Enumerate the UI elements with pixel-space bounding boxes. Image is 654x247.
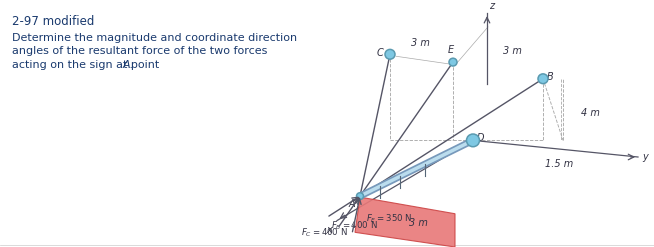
Text: $F_C = 400$ N: $F_C = 400$ N — [301, 226, 348, 239]
Polygon shape — [355, 197, 455, 247]
Text: $F_E = 350$ N: $F_E = 350$ N — [366, 212, 412, 225]
Text: A: A — [349, 199, 355, 209]
Text: A.: A. — [123, 60, 134, 70]
Circle shape — [466, 134, 479, 147]
Text: 1.5 m: 1.5 m — [545, 159, 574, 169]
Circle shape — [538, 74, 548, 84]
Text: 3 m: 3 m — [409, 218, 428, 228]
Text: 4 m: 4 m — [581, 108, 600, 118]
Text: y: y — [642, 152, 647, 162]
Text: B: B — [547, 72, 554, 82]
Text: $F_B = 400$ N: $F_B = 400$ N — [330, 220, 377, 232]
Text: 3 m: 3 m — [411, 38, 430, 48]
Text: acting on the sign at point: acting on the sign at point — [12, 60, 163, 70]
Text: z: z — [489, 1, 494, 11]
Text: angles of the resultant force of the two forces: angles of the resultant force of the two… — [12, 46, 267, 57]
Text: 3 m: 3 m — [503, 46, 522, 56]
Circle shape — [449, 58, 457, 66]
Text: E: E — [448, 45, 454, 55]
Text: D: D — [477, 133, 485, 144]
Text: Determine the magnitude and coordinate direction: Determine the magnitude and coordinate d… — [12, 33, 297, 43]
Text: x: x — [326, 225, 332, 234]
Text: 2-97 modified: 2-97 modified — [12, 15, 94, 28]
Text: C: C — [376, 48, 383, 58]
Circle shape — [385, 49, 395, 59]
Circle shape — [356, 193, 364, 200]
